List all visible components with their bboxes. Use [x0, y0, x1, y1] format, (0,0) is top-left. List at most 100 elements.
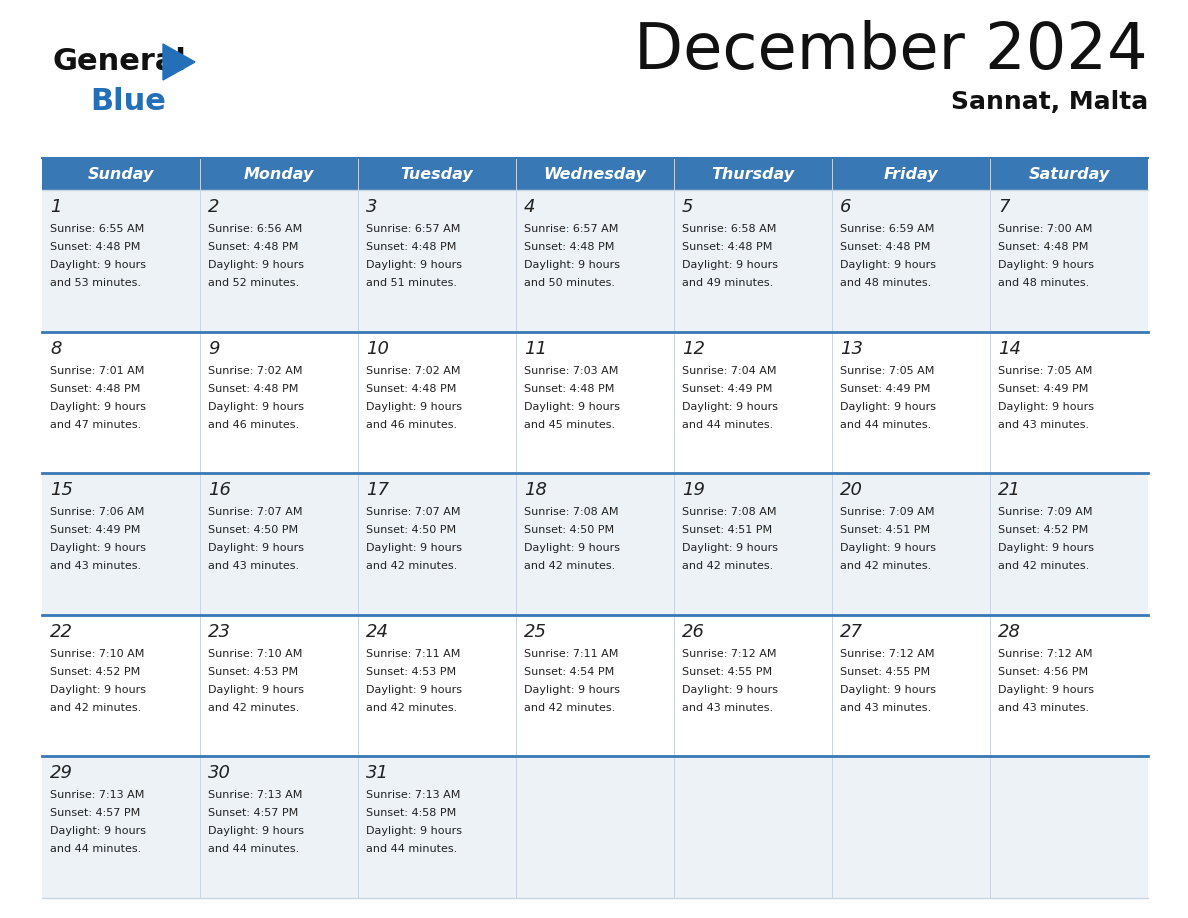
Text: Sunset: 4:48 PM: Sunset: 4:48 PM [366, 384, 456, 394]
Text: Sunrise: 7:02 AM: Sunrise: 7:02 AM [208, 365, 303, 375]
Text: and 48 minutes.: and 48 minutes. [998, 278, 1089, 288]
Text: and 44 minutes.: and 44 minutes. [682, 420, 773, 430]
Text: and 53 minutes.: and 53 minutes. [50, 278, 141, 288]
Text: Daylight: 9 hours: Daylight: 9 hours [840, 543, 936, 554]
Text: Sunrise: 6:59 AM: Sunrise: 6:59 AM [840, 224, 935, 234]
Bar [674, 615, 832, 756]
Text: and 43 minutes.: and 43 minutes. [682, 703, 773, 712]
Text: Sunrise: 7:05 AM: Sunrise: 7:05 AM [840, 365, 935, 375]
Text: Sunset: 4:54 PM: Sunset: 4:54 PM [524, 666, 614, 677]
Text: and 45 minutes.: and 45 minutes. [524, 420, 615, 430]
Text: 13: 13 [840, 340, 862, 358]
Bar [990, 615, 1148, 756]
Text: Daylight: 9 hours: Daylight: 9 hours [208, 826, 304, 836]
Text: and 43 minutes.: and 43 minutes. [50, 561, 141, 571]
Text: 10: 10 [366, 340, 388, 358]
Text: Daylight: 9 hours: Daylight: 9 hours [840, 260, 936, 270]
Bar [42, 756, 200, 898]
Text: and 44 minutes.: and 44 minutes. [366, 845, 457, 855]
Text: Sunset: 4:53 PM: Sunset: 4:53 PM [208, 666, 298, 677]
Text: Sunrise: 7:10 AM: Sunrise: 7:10 AM [50, 649, 145, 659]
Polygon shape [163, 44, 195, 80]
Text: and 42 minutes.: and 42 minutes. [366, 561, 457, 571]
Text: Sunrise: 7:09 AM: Sunrise: 7:09 AM [840, 508, 935, 517]
Text: and 52 minutes.: and 52 minutes. [208, 278, 299, 288]
Text: Sunset: 4:48 PM: Sunset: 4:48 PM [366, 242, 456, 252]
Text: Daylight: 9 hours: Daylight: 9 hours [366, 685, 462, 695]
Bar [516, 158, 674, 190]
Text: and 42 minutes.: and 42 minutes. [524, 561, 615, 571]
Text: Sunset: 4:55 PM: Sunset: 4:55 PM [840, 666, 930, 677]
Bar [516, 331, 674, 473]
Text: Daylight: 9 hours: Daylight: 9 hours [208, 543, 304, 554]
Text: Daylight: 9 hours: Daylight: 9 hours [682, 685, 778, 695]
Text: Sunset: 4:49 PM: Sunset: 4:49 PM [50, 525, 140, 535]
Text: Sunrise: 7:13 AM: Sunrise: 7:13 AM [208, 790, 303, 800]
Text: Sunset: 4:58 PM: Sunset: 4:58 PM [366, 809, 456, 819]
Bar [990, 190, 1148, 331]
Bar [674, 473, 832, 615]
Text: 5: 5 [682, 198, 694, 216]
Text: Sunrise: 7:09 AM: Sunrise: 7:09 AM [998, 508, 1093, 517]
Text: Daylight: 9 hours: Daylight: 9 hours [366, 826, 462, 836]
Text: 3: 3 [366, 198, 378, 216]
Text: and 44 minutes.: and 44 minutes. [50, 845, 141, 855]
Text: Sunset: 4:57 PM: Sunset: 4:57 PM [208, 809, 298, 819]
Bar [358, 190, 516, 331]
Bar [990, 473, 1148, 615]
Text: Sunrise: 7:13 AM: Sunrise: 7:13 AM [50, 790, 145, 800]
Text: Daylight: 9 hours: Daylight: 9 hours [524, 401, 620, 411]
Text: Sunrise: 7:04 AM: Sunrise: 7:04 AM [682, 365, 777, 375]
Text: Daylight: 9 hours: Daylight: 9 hours [50, 826, 146, 836]
Text: Sunset: 4:52 PM: Sunset: 4:52 PM [998, 525, 1088, 535]
Text: 4: 4 [524, 198, 536, 216]
Text: Sunset: 4:50 PM: Sunset: 4:50 PM [366, 525, 456, 535]
Bar [990, 756, 1148, 898]
Bar [358, 473, 516, 615]
Text: Sunset: 4:51 PM: Sunset: 4:51 PM [840, 525, 930, 535]
Bar [516, 473, 674, 615]
Text: Sunset: 4:56 PM: Sunset: 4:56 PM [998, 666, 1088, 677]
Text: Daylight: 9 hours: Daylight: 9 hours [998, 543, 1094, 554]
Text: Sunset: 4:48 PM: Sunset: 4:48 PM [208, 242, 298, 252]
Text: Sunrise: 6:56 AM: Sunrise: 6:56 AM [208, 224, 302, 234]
Text: 29: 29 [50, 765, 72, 782]
Bar [358, 158, 516, 190]
Text: and 42 minutes.: and 42 minutes. [840, 561, 931, 571]
Bar [832, 331, 990, 473]
Text: and 43 minutes.: and 43 minutes. [998, 703, 1089, 712]
Text: and 50 minutes.: and 50 minutes. [524, 278, 615, 288]
Text: Sunset: 4:57 PM: Sunset: 4:57 PM [50, 809, 140, 819]
Bar [832, 473, 990, 615]
Text: and 42 minutes.: and 42 minutes. [366, 703, 457, 712]
Bar [832, 158, 990, 190]
Bar [42, 615, 200, 756]
Text: Sunrise: 7:08 AM: Sunrise: 7:08 AM [524, 508, 619, 517]
Text: Daylight: 9 hours: Daylight: 9 hours [366, 260, 462, 270]
Text: Sunrise: 7:12 AM: Sunrise: 7:12 AM [998, 649, 1093, 659]
Bar [516, 190, 674, 331]
Text: Daylight: 9 hours: Daylight: 9 hours [998, 401, 1094, 411]
Bar [358, 615, 516, 756]
Text: 8: 8 [50, 340, 62, 358]
Text: Sunset: 4:52 PM: Sunset: 4:52 PM [50, 666, 140, 677]
Text: and 42 minutes.: and 42 minutes. [682, 561, 773, 571]
Text: 12: 12 [682, 340, 704, 358]
Text: and 48 minutes.: and 48 minutes. [840, 278, 931, 288]
Text: 31: 31 [366, 765, 388, 782]
Text: Sunrise: 7:07 AM: Sunrise: 7:07 AM [208, 508, 303, 517]
Bar [516, 615, 674, 756]
Text: 1: 1 [50, 198, 62, 216]
Bar [200, 473, 358, 615]
Bar [42, 331, 200, 473]
Text: 2: 2 [208, 198, 220, 216]
Text: Sunrise: 7:08 AM: Sunrise: 7:08 AM [682, 508, 777, 517]
Text: Daylight: 9 hours: Daylight: 9 hours [840, 685, 936, 695]
Text: Sunset: 4:48 PM: Sunset: 4:48 PM [682, 242, 772, 252]
Bar [674, 756, 832, 898]
Text: Sunrise: 6:58 AM: Sunrise: 6:58 AM [682, 224, 777, 234]
Text: Sunset: 4:48 PM: Sunset: 4:48 PM [524, 242, 614, 252]
Text: 20: 20 [840, 481, 862, 499]
Text: Sunrise: 7:11 AM: Sunrise: 7:11 AM [366, 649, 461, 659]
Text: Daylight: 9 hours: Daylight: 9 hours [50, 685, 146, 695]
